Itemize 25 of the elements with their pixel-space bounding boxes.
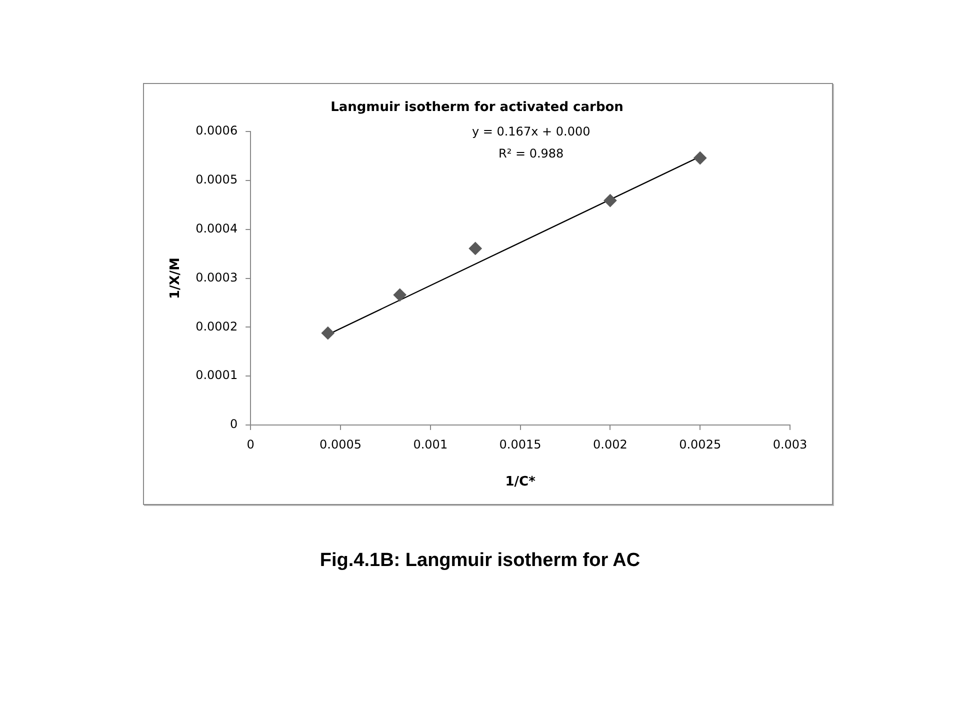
point: [694, 152, 707, 165]
point: [604, 194, 617, 208]
y-tick-label: 0.0004: [196, 222, 238, 236]
y-tick-label: 0.0005: [196, 172, 238, 187]
y-tick-label: 0.0003: [196, 270, 238, 284]
y-tick-label: 0.0006: [196, 124, 238, 138]
y-axis-title: 1/X/M: [168, 258, 184, 300]
point: [321, 326, 334, 340]
x-tick-label: 0.001: [413, 437, 448, 452]
x-tick-label: 0: [246, 437, 254, 452]
x-tick-label: 0.0015: [499, 437, 542, 452]
caption: Fig.4.1B: Langmuir isotherm for AC: [318, 550, 642, 572]
x-tick-label: 0.003: [772, 437, 808, 452]
x-tick-label: 0.0025: [679, 437, 722, 452]
y-tick-label: 0.0001: [196, 368, 238, 382]
point: [393, 288, 406, 302]
y-tick-label: 0.0002: [196, 319, 238, 334]
x-tick-label: 0.0005: [319, 437, 362, 452]
annotation: R² = 0.988: [498, 146, 564, 161]
x-tick-label: 0.002: [593, 437, 628, 452]
y-tick-label: 0: [230, 417, 238, 432]
x-axis-title: 1/C*: [505, 474, 536, 490]
annotation: y = 0.167x + 0.000: [472, 124, 590, 139]
point: [468, 242, 482, 255]
chart-title: Langmuir isotherm for activated carbon: [330, 100, 624, 116]
